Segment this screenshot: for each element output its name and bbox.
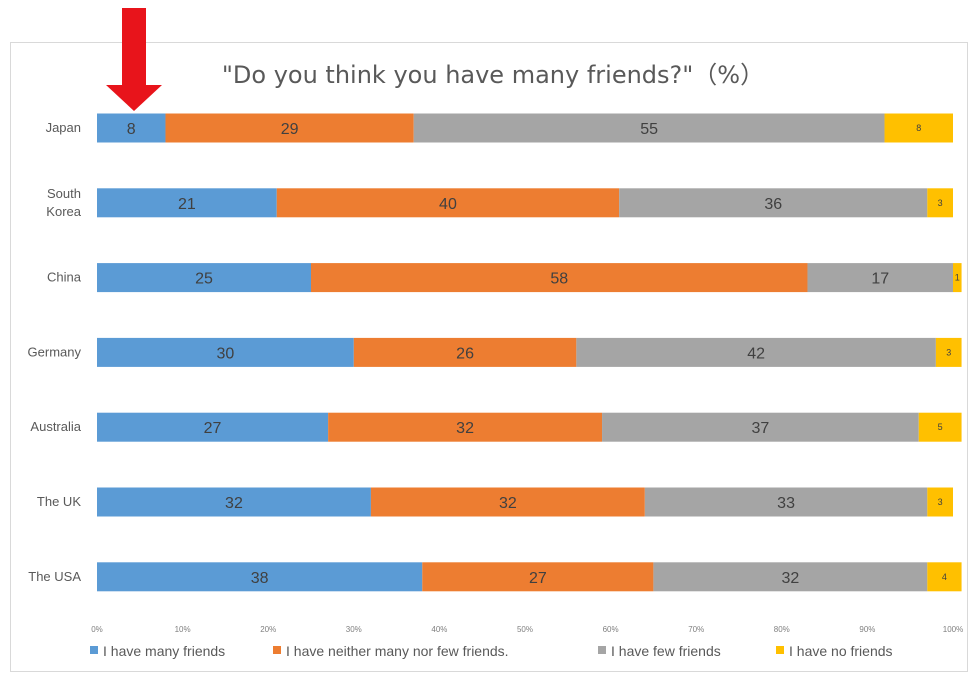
x-tick-label: 80% (774, 625, 790, 634)
x-tick-label: 50% (517, 625, 533, 634)
bars-layer: 8 29 55 821 40 36 325 58 17 130 26 42 327 32 37 532 32 33… (97, 113, 962, 592)
legend-label: I have neither many nor few friends. (286, 643, 509, 659)
bar-segment-the-usa-series-2 (653, 562, 928, 592)
data-label: 26 (456, 345, 474, 362)
data-label: 3 (938, 198, 943, 208)
bar-segment-germany-series-1 (353, 337, 577, 367)
x-tick-label: 30% (346, 625, 362, 634)
x-tick-label: 100% (943, 625, 963, 634)
bar-segment-japan-series-1 (165, 113, 414, 143)
category-label-japan: Japan (46, 120, 81, 135)
x-axis-ticks: 0% 10% 20% 30% 40% 50% 60% 70% 80% 90% 100% (91, 625, 963, 634)
bar-segment-japan-series-0 (97, 113, 166, 143)
data-label: 27 (204, 420, 222, 437)
category-label-germany: Germany (28, 344, 82, 359)
bar-segment-the-uk-series-2 (644, 487, 928, 517)
legend-swatch (776, 646, 784, 654)
category-label-the-usa: The USA (28, 569, 81, 584)
legend-label: I have many friends (103, 643, 225, 659)
legend-swatch (273, 646, 281, 654)
data-label: 8 (127, 121, 136, 138)
bar-segment-japan-series-2 (413, 113, 885, 143)
chart-title: "Do you think you have many friends?"（%） (222, 61, 764, 89)
x-tick-label: 0% (91, 625, 103, 634)
x-tick-label: 70% (688, 625, 704, 634)
data-label: 32 (499, 495, 517, 512)
bar-segment-australia-series-1 (328, 412, 603, 442)
data-label: 27 (529, 570, 547, 587)
x-tick-label: 10% (175, 625, 191, 634)
bar-segment-china-series-2 (807, 263, 953, 293)
data-label: 3 (946, 347, 951, 357)
data-label: 32 (225, 495, 243, 512)
bar-segment-germany-series-0 (97, 337, 354, 367)
data-label: 32 (781, 570, 799, 587)
bar-segment-the-uk-series-1 (370, 487, 645, 517)
data-label: 40 (439, 196, 457, 213)
x-tick-label: 90% (859, 625, 875, 634)
bar-segment-australia-series-3 (918, 412, 962, 442)
data-label: 42 (747, 345, 765, 362)
bar-segment-south-korea-series-0 (97, 188, 277, 218)
data-label: 36 (764, 196, 782, 213)
x-tick-label: 20% (260, 625, 276, 634)
data-label: 17 (871, 271, 889, 288)
red-arrow-icon (106, 8, 162, 111)
x-tick-label: 40% (431, 625, 447, 634)
category-label-the-uk: The UK (37, 494, 81, 509)
bar-segment-australia-series-2 (602, 412, 919, 442)
data-label: 4 (942, 572, 947, 582)
data-label: 37 (752, 420, 770, 437)
bar-segment-germany-series-3 (935, 337, 962, 367)
bar-segment-china-series-0 (97, 263, 311, 293)
data-label: 55 (640, 121, 658, 138)
category-label-south-korea: South Korea (46, 186, 81, 219)
bar-segment-south-korea-series-2 (619, 188, 928, 218)
bar-segment-germany-series-2 (576, 337, 936, 367)
bar-segment-the-usa-series-0 (97, 562, 423, 592)
data-label: 25 (195, 271, 213, 288)
category-label-china: China (47, 270, 82, 285)
bar-segment-south-korea-series-1 (276, 188, 620, 218)
bar-segment-the-usa-series-1 (422, 562, 654, 592)
bar-segment-the-usa-series-3 (927, 562, 962, 592)
red-arrow-annotation (106, 8, 162, 111)
x-tick-label: 60% (603, 625, 619, 634)
category-label-australia: Australia (30, 419, 81, 434)
legend-label: I have few friends (611, 643, 721, 659)
bar-segment-japan-series-3 (884, 113, 953, 143)
data-label: 3 (938, 497, 943, 507)
data-label: 29 (281, 121, 299, 138)
data-label: 58 (550, 271, 568, 288)
category-labels: Japan South Korea China Germany Australia The … (28, 120, 82, 584)
data-label: 38 (251, 570, 269, 587)
bar-segment-south-korea-series-3 (927, 188, 953, 218)
legend-label: I have no friends (789, 643, 893, 659)
bar-segment-china-series-1 (311, 263, 808, 293)
legend-swatch (598, 646, 606, 654)
data-label: 21 (178, 196, 196, 213)
data-label: 1 (955, 273, 960, 283)
legend-swatch (90, 646, 98, 654)
data-label: 5 (938, 422, 943, 432)
bar-segment-the-uk-series-0 (97, 487, 371, 517)
data-label: 32 (456, 420, 474, 437)
data-label: 8 (916, 123, 921, 133)
bar-segment-australia-series-0 (97, 412, 329, 442)
data-label: 30 (217, 345, 235, 362)
legend: I have many friends I have neither many n… (90, 643, 893, 659)
data-label: 33 (777, 495, 795, 512)
bar-segment-china-series-3 (953, 263, 962, 293)
bar-segment-the-uk-series-3 (927, 487, 953, 517)
